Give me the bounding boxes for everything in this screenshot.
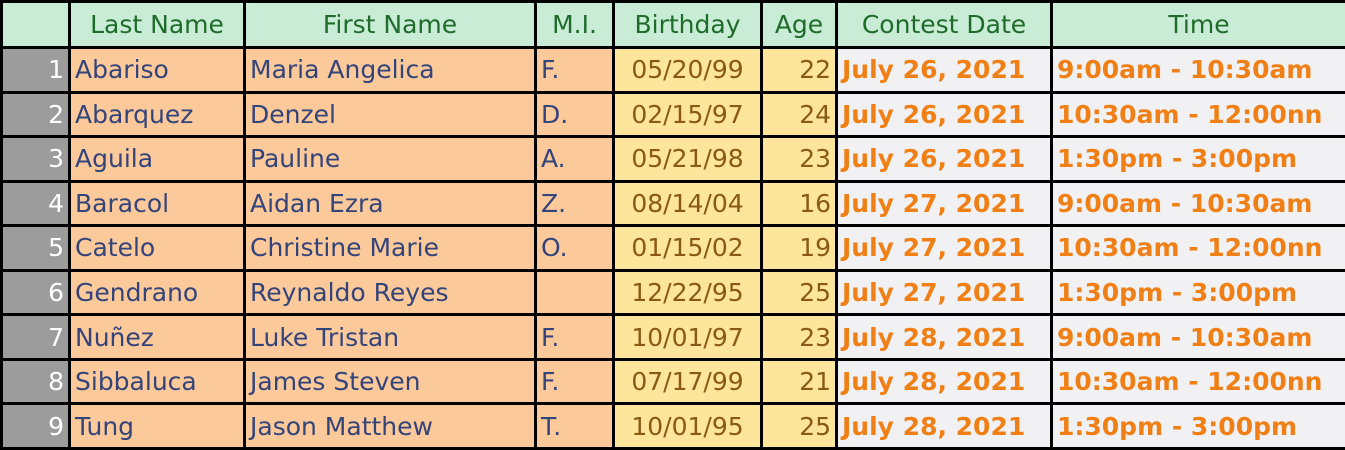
birthday-cell[interactable]: 05/21/98 [612,135,763,183]
middle-initial-cell[interactable]: F. [534,313,615,361]
header-birthday[interactable]: Birthday [612,0,763,49]
first-name-cell[interactable]: Jason Matthew [243,402,537,450]
table-row: 5 Catelo Christine Marie O. 01/15/02 19 July 2… [0,224,1345,272]
birthday-cell[interactable]: 01/15/02 [612,224,763,272]
middle-initial-cell[interactable]: F. [534,357,615,406]
table-row: 6 Gendrano Reynaldo Reyes 12/22/95 25 July 27… [0,268,1345,317]
contest-date-cell[interactable]: July 26, 2021 [835,135,1053,183]
last-name-cell[interactable]: Aguila [68,135,246,183]
table-row: 7 Nuñez Luke Tristan F. 10/01/97 23 July 28, 2… [0,313,1345,361]
time-cell[interactable]: 9:00am - 10:30am [1050,179,1345,228]
birthday-cell[interactable]: 12/22/95 [612,268,763,317]
contest-date-cell[interactable]: July 27, 2021 [835,268,1053,317]
last-name-cell[interactable]: Abariso [68,46,246,94]
time-cell[interactable]: 1:30pm - 3:00pm [1050,268,1345,317]
time-cell[interactable]: 1:30pm - 3:00pm [1050,402,1345,450]
age-cell[interactable]: 22 [760,46,838,94]
corner-cell[interactable] [0,0,71,49]
age-cell[interactable]: 25 [760,402,838,450]
first-name-cell[interactable]: Aidan Ezra [243,179,537,228]
contest-date-cell[interactable]: July 28, 2021 [835,313,1053,361]
last-name-cell[interactable]: Catelo [68,224,246,272]
last-name-cell[interactable]: Sibbaluca [68,357,246,406]
last-name-cell[interactable]: Tung [68,402,246,450]
time-cell[interactable]: 1:30pm - 3:00pm [1050,135,1345,183]
birthday-cell[interactable]: 05/20/99 [612,46,763,94]
age-cell[interactable]: 23 [760,135,838,183]
last-name-cell[interactable]: Nuñez [68,313,246,361]
birthday-cell[interactable]: 08/14/04 [612,179,763,228]
contest-date-cell[interactable]: July 28, 2021 [835,357,1053,406]
table-row: 4 Baracol Aidan Ezra Z. 08/14/04 16 July 27, 2… [0,179,1345,228]
contest-date-cell[interactable]: July 27, 2021 [835,179,1053,228]
last-name-cell[interactable]: Abarquez [68,90,246,139]
table-row: 2 Abarquez Denzel D. 02/15/97 24 July 26, 2021… [0,90,1345,139]
middle-initial-cell[interactable]: T. [534,402,615,450]
row-number[interactable]: 3 [0,135,71,183]
age-cell[interactable]: 24 [760,90,838,139]
row-number[interactable]: 2 [0,90,71,139]
first-name-cell[interactable]: Reynaldo Reyes [243,268,537,317]
table-row: 8 Sibbaluca James Steven F. 07/17/99 21 July 2… [0,357,1345,406]
middle-initial-cell[interactable]: Z. [534,179,615,228]
first-name-cell[interactable]: Pauline [243,135,537,183]
header-time[interactable]: Time [1050,0,1345,49]
age-cell[interactable]: 16 [760,179,838,228]
birthday-cell[interactable]: 10/01/95 [612,402,763,450]
age-cell[interactable]: 19 [760,224,838,272]
header-row: Last Name First Name M.I. Birthday Age C… [0,0,1345,49]
table-row: 3 Aguila Pauline A. 05/21/98 23 July 26, 2021 1… [0,135,1345,183]
header-first-name[interactable]: First Name [243,0,537,49]
birthday-cell[interactable]: 02/15/97 [612,90,763,139]
time-cell[interactable]: 10:30am - 12:00nn [1050,357,1345,406]
time-cell[interactable]: 9:00am - 10:30am [1050,313,1345,361]
time-cell[interactable]: 10:30am - 12:00nn [1050,224,1345,272]
contest-date-cell[interactable]: July 27, 2021 [835,224,1053,272]
middle-initial-cell[interactable]: F. [534,46,615,94]
header-mi[interactable]: M.I. [534,0,615,49]
header-age[interactable]: Age [760,0,838,49]
time-cell[interactable]: 10:30am - 12:00nn [1050,90,1345,139]
header-contest-date[interactable]: Contest Date [835,0,1053,49]
row-number[interactable]: 6 [0,268,71,317]
table-body: 1 Abariso Maria Angelica F. 05/20/99 22 July 2… [0,46,1345,450]
row-number[interactable]: 7 [0,313,71,361]
first-name-cell[interactable]: Christine Marie [243,224,537,272]
last-name-cell[interactable]: Baracol [68,179,246,228]
table-row: 9 Tung Jason Matthew T. 10/01/95 25 July 28, 2… [0,402,1345,450]
header-last-name[interactable]: Last Name [68,0,246,49]
contest-date-cell[interactable]: July 26, 2021 [835,46,1053,94]
table-row: 1 Abariso Maria Angelica F. 05/20/99 22 July 2… [0,46,1345,94]
middle-initial-cell[interactable]: A. [534,135,615,183]
age-cell[interactable]: 25 [760,268,838,317]
row-number[interactable]: 8 [0,357,71,406]
middle-initial-cell[interactable]: O. [534,224,615,272]
first-name-cell[interactable]: James Steven [243,357,537,406]
contest-date-cell[interactable]: July 26, 2021 [835,90,1053,139]
first-name-cell[interactable]: Maria Angelica [243,46,537,94]
row-number[interactable]: 1 [0,46,71,94]
middle-initial-cell[interactable]: D. [534,90,615,139]
contest-date-cell[interactable]: July 28, 2021 [835,402,1053,450]
last-name-cell[interactable]: Gendrano [68,268,246,317]
time-cell[interactable]: 9:00am - 10:30am [1050,46,1345,94]
birthday-cell[interactable]: 10/01/97 [612,313,763,361]
row-number[interactable]: 5 [0,224,71,272]
first-name-cell[interactable]: Luke Tristan [243,313,537,361]
birthday-cell[interactable]: 07/17/99 [612,357,763,406]
age-cell[interactable]: 23 [760,313,838,361]
row-number[interactable]: 9 [0,402,71,450]
age-cell[interactable]: 21 [760,357,838,406]
middle-initial-cell[interactable] [534,268,615,317]
first-name-cell[interactable]: Denzel [243,90,537,139]
row-number[interactable]: 4 [0,179,71,228]
